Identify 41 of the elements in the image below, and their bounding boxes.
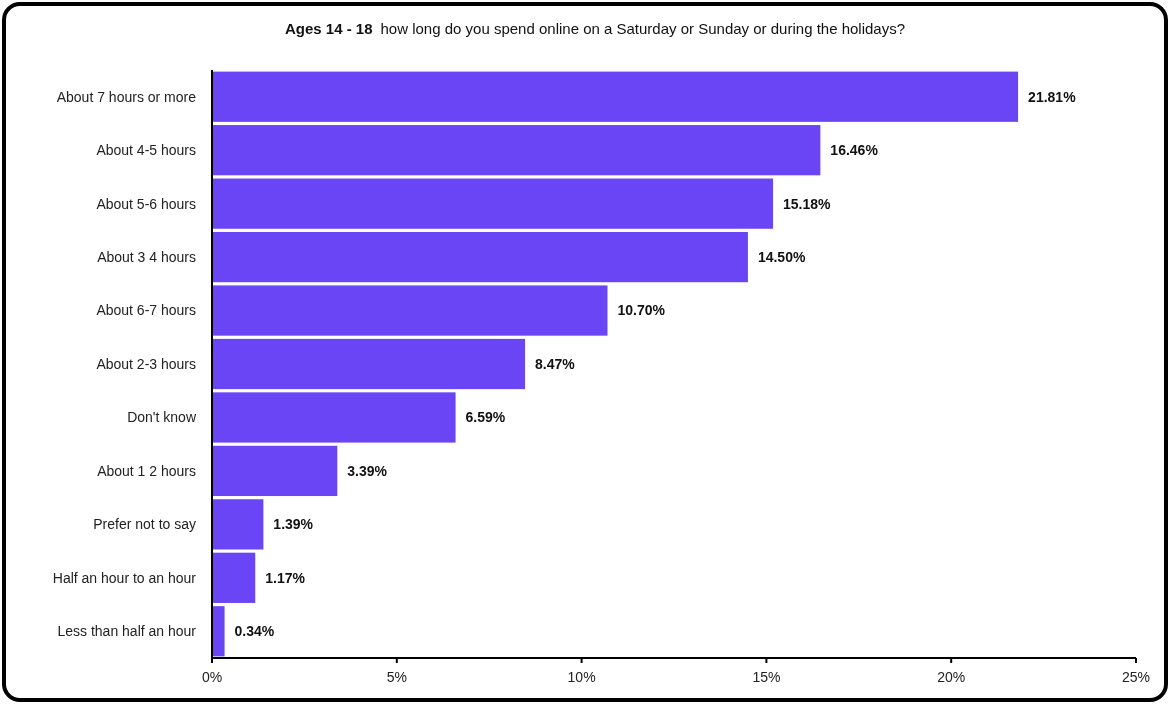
x-tick-label: 10%	[567, 669, 596, 685]
data-label: 3.39%	[347, 462, 388, 479]
y-tick-label: Half an hour to an hour	[52, 569, 197, 586]
y-tick-label: About 3 4 hours	[97, 248, 196, 265]
bar	[212, 338, 526, 390]
data-label: 1.17%	[265, 569, 306, 586]
x-tick-label: 25%	[1121, 669, 1151, 685]
bar	[212, 178, 774, 229]
y-tick-label: About 2-3 hours	[96, 355, 196, 372]
bar	[212, 392, 456, 443]
bar	[212, 285, 608, 336]
data-label: 0.34%	[234, 623, 275, 640]
data-label: 1.39%	[273, 516, 314, 533]
x-tick-label: 15%	[752, 669, 781, 685]
x-tick-label: 20%	[937, 669, 966, 685]
bar	[212, 231, 748, 283]
y-tick-label: Don't know	[127, 409, 197, 426]
chart-title: Ages 14 - 18	[284, 20, 373, 37]
x-tick-label: 5%	[386, 669, 407, 685]
data-label: 16.46%	[830, 142, 879, 159]
bar	[212, 125, 821, 176]
data-label: 8.47%	[535, 355, 576, 372]
bar	[212, 606, 225, 657]
x-tick-label: 0%	[201, 669, 223, 685]
data-label: 14.50%	[757, 248, 806, 265]
y-tick-label: About 4-5 hours	[96, 142, 196, 159]
data-label: 15.18%	[783, 195, 832, 212]
data-label: 10.70%	[617, 302, 666, 319]
data-label: 6.59%	[465, 409, 506, 426]
bar	[212, 499, 264, 550]
chart-subtitle: how long do you spend online on a Saturday or Sunday or during the holidays?	[380, 20, 906, 37]
y-tick-label: About 1 2 hours	[97, 462, 196, 479]
y-tick-label: Less than half an hour	[57, 623, 197, 640]
bar	[212, 71, 1019, 122]
y-tick-label: About 5-6 hours	[96, 195, 196, 212]
bar	[212, 445, 338, 497]
bar	[212, 552, 256, 603]
y-tick-label: About 7 hours or more	[56, 88, 197, 105]
y-tick-label: Prefer not to say	[93, 516, 196, 533]
y-tick-label: About 6-7 hours	[96, 302, 196, 319]
data-label: 21.81%	[1028, 88, 1077, 105]
